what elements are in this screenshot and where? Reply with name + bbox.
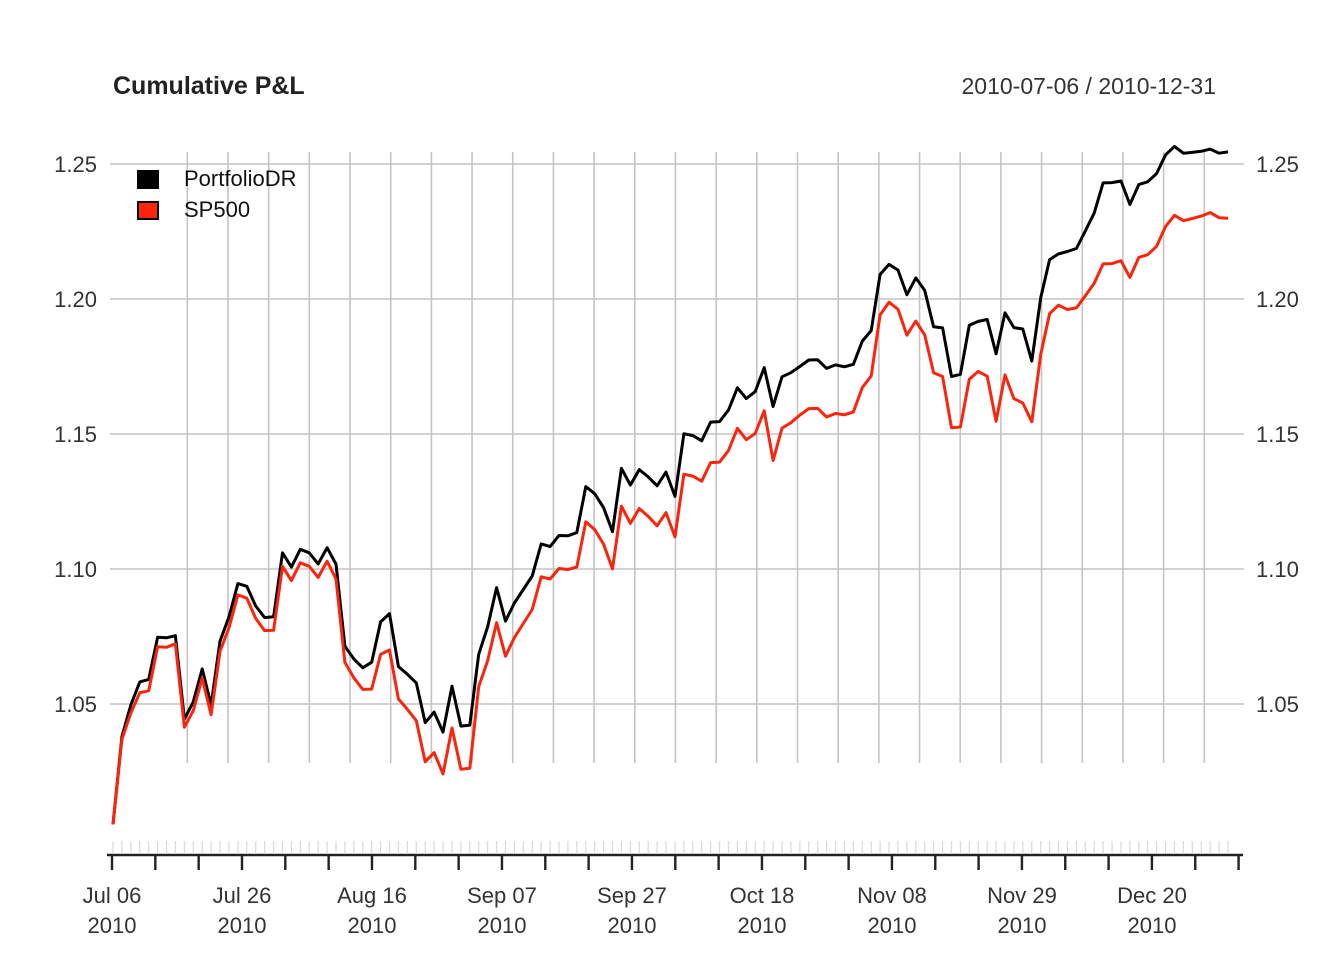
legend: PortfolioDR SP500 [137, 166, 296, 228]
x-tick-label-date: Sep 27 [597, 883, 667, 908]
x-tick-label-date: Sep 07 [467, 883, 537, 908]
x-tick-label-date: Dec 20 [1117, 883, 1187, 908]
sp500-swatch-icon [137, 200, 159, 220]
y-tick-label-right: 1.10 [1256, 557, 1299, 582]
x-tick-label-year: 2010 [998, 913, 1047, 938]
x-tick-label-year: 2010 [738, 913, 787, 938]
y-tick-label-right: 1.15 [1256, 422, 1299, 447]
x-tick-label-date: Aug 16 [337, 883, 407, 908]
x-tick-label-year: 2010 [1128, 913, 1177, 938]
x-tick-label-date: Jul 06 [83, 883, 142, 908]
x-tick-label-year: 2010 [868, 913, 917, 938]
x-tick-label-year: 2010 [218, 913, 267, 938]
x-tick-label-date: Nov 08 [857, 883, 927, 908]
y-tick-label-right: 1.25 [1256, 152, 1299, 177]
horizontal-gridlines [110, 163, 1244, 705]
y-tick-label-left: 1.10 [54, 557, 97, 582]
legend-item-sp500: SP500 [137, 197, 296, 223]
y-tick-label-right: 1.05 [1256, 692, 1299, 717]
daily-minor-ticks [112, 841, 1229, 854]
chart-title: Cumulative P&L [113, 72, 305, 100]
x-tick-label-year: 2010 [478, 913, 527, 938]
y-tick-label-left: 1.15 [54, 422, 97, 447]
y-tick-label-left: 1.05 [54, 692, 97, 717]
vertical-gridlines [186, 152, 1206, 763]
portfoliodr-line [111, 145, 1229, 825]
x-axis-labels: Jul 06 2010 Jul 26 2010 Aug 16 2010 Sep 07 2010… [83, 883, 1187, 938]
weekly-major-ticks [110, 855, 1240, 870]
x-tick-label-year: 2010 [88, 913, 137, 938]
sp500-line [111, 211, 1229, 825]
y-tick-label-right: 1.20 [1256, 287, 1299, 312]
legend-label-portfoliodr: PortfolioDR [184, 166, 297, 191]
legend-item-portfoliodr: PortfolioDR [137, 166, 296, 192]
legend-label-sp500: SP500 [184, 197, 251, 222]
x-tick-label-year: 2010 [608, 913, 657, 938]
y-axis-labels: 1.25 1.25 1.20 1.20 1.15 1.15 1.10 1.10 1.05 1.05 [54, 152, 1299, 717]
y-tick-label-left: 1.20 [54, 287, 97, 312]
x-tick-label-date: Oct 18 [730, 883, 795, 908]
x-tick-label-date: Jul 26 [213, 883, 272, 908]
portfoliodr-swatch-icon [137, 169, 159, 189]
x-tick-label-date: Nov 29 [987, 883, 1057, 908]
x-tick-label-year: 2010 [348, 913, 397, 938]
y-tick-label-left: 1.25 [54, 152, 97, 177]
date-range-label: 2010-07-06 / 2010-12-31 [961, 73, 1216, 99]
